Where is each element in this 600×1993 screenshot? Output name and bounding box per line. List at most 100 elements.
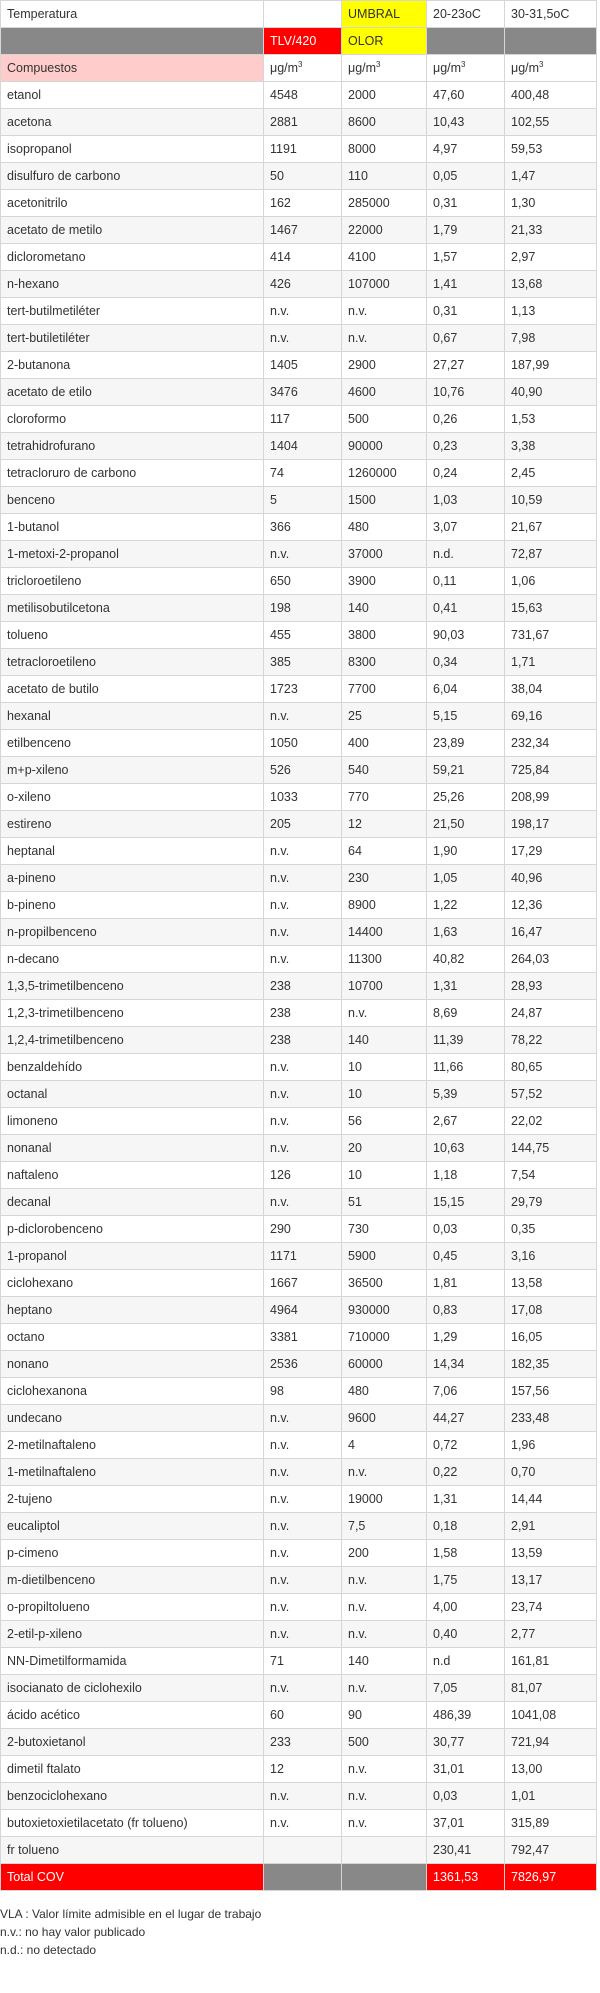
table-cell: 10,43 — [426, 108, 505, 136]
table-cell: 13,00 — [504, 1755, 597, 1783]
table-cell: n.v. — [263, 1431, 342, 1459]
table-cell: 40,82 — [426, 945, 505, 973]
table-cell: 3381 — [263, 1323, 342, 1351]
table-cell: 238 — [263, 1026, 342, 1054]
table-cell: 290 — [263, 1215, 342, 1243]
table-cell: 1,57 — [426, 243, 505, 271]
table-cell: cloroformo — [0, 405, 264, 433]
table-cell: 17,08 — [504, 1296, 597, 1324]
table-cell: 7,98 — [504, 324, 597, 352]
unit-sup: 3 — [376, 60, 381, 70]
table-cell: 930000 — [341, 1296, 427, 1324]
table-cell: 3900 — [341, 567, 427, 595]
table-cell: 0,05 — [426, 162, 505, 190]
table-cell: 1,18 — [426, 1161, 505, 1189]
table-cell: 0,45 — [426, 1242, 505, 1270]
footnote: VLA : Valor límite admisible en el lugar… — [0, 1907, 262, 1921]
table-cell: 0,03 — [426, 1782, 505, 1810]
table-cell: 1033 — [263, 783, 342, 811]
table-cell: n.v. — [263, 945, 342, 973]
table-cell: 414 — [263, 243, 342, 271]
table-cell: heptanal — [0, 837, 264, 865]
data-row: n-decano n.v. 11300 40,82 264,03 — [0, 945, 597, 973]
table-cell: 4,97 — [426, 135, 505, 163]
data-row: metilisobutilcetona 198 140 0,41 15,63 — [0, 594, 597, 622]
table-cell: 14,34 — [426, 1350, 505, 1378]
table-cell: limoneno — [0, 1107, 264, 1135]
table-cell: tert-butiletiléter — [0, 324, 264, 352]
table-cell: 80,65 — [504, 1053, 597, 1081]
units-row: Compuestos μg/m3 μg/m3 μg/m3 μg/m3 — [0, 54, 597, 82]
data-row: disulfuro de carbono 50 110 0,05 1,47 — [0, 162, 597, 190]
table-cell: 3800 — [341, 621, 427, 649]
data-row: n-hexano 426 107000 1,41 13,68 — [0, 270, 597, 298]
table-cell: 23,74 — [504, 1593, 597, 1621]
table-cell: 10,59 — [504, 486, 597, 514]
table-cell: 4548 — [263, 81, 342, 109]
table-cell: 71 — [263, 1647, 342, 1675]
data-row: isocianato de ciclohexilo n.v. n.v. 7,05 81,… — [0, 1674, 597, 1702]
table-cell: n.v. — [263, 1539, 342, 1567]
table-cell: 13,68 — [504, 270, 597, 298]
table-cell: 56 — [341, 1107, 427, 1135]
table-cell: hexanal — [0, 702, 264, 730]
table-cell: 0,22 — [426, 1458, 505, 1486]
table-cell: 51 — [341, 1188, 427, 1216]
table-cell: etilbenceno — [0, 729, 264, 757]
table-cell: 1500 — [341, 486, 427, 514]
table-cell: Temperatura — [0, 0, 264, 28]
table-cell: n.v. — [341, 1593, 427, 1621]
unit-cell: μg/m3 — [504, 54, 597, 82]
header-row: TLV/420 OLOR — [0, 27, 597, 55]
table-cell: n.v. — [341, 1782, 427, 1810]
data-row: undecano n.v. 9600 44,27 233,48 — [0, 1404, 597, 1432]
table-cell: 2,77 — [504, 1620, 597, 1648]
table-cell: n.v. — [263, 702, 342, 730]
data-row: estireno 205 12 21,50 198,17 — [0, 810, 597, 838]
table-cell: tricloroetileno — [0, 567, 264, 595]
table-cell: 526 — [263, 756, 342, 784]
table-cell: 13,17 — [504, 1566, 597, 1594]
table-cell: nonano — [0, 1350, 264, 1378]
table-cell: 2-butanona — [0, 351, 264, 379]
table-cell: 10,76 — [426, 378, 505, 406]
data-row: cloroformo 117 500 0,26 1,53 — [0, 405, 597, 433]
table-cell: 8600 — [341, 108, 427, 136]
table-cell: tolueno — [0, 621, 264, 649]
data-row: tricloroetileno 650 3900 0,11 1,06 — [0, 567, 597, 595]
table-cell: 455 — [263, 621, 342, 649]
table-cell: 1,41 — [426, 270, 505, 298]
data-row: 1,2,3-trimetilbenceno 238 n.v. 8,69 24,87 — [0, 999, 597, 1027]
table-cell: 1,75 — [426, 1566, 505, 1594]
table-cell: 0,35 — [504, 1215, 597, 1243]
table-cell: 770 — [341, 783, 427, 811]
table-cell: n.v. — [263, 1782, 342, 1810]
table-cell: 650 — [263, 567, 342, 595]
compounds-table: Temperatura UMBRAL 20-23oC 30-31,5oC TLV/420… — [0, 0, 597, 1891]
data-row: p-diclorobenceno 290 730 0,03 0,35 — [0, 1215, 597, 1243]
table-cell: 3,38 — [504, 432, 597, 460]
table-cell: 44,27 — [426, 1404, 505, 1432]
table-cell: n.v. — [263, 297, 342, 325]
table-cell: isopropanol — [0, 135, 264, 163]
table-cell: 78,22 — [504, 1026, 597, 1054]
table-cell: 7700 — [341, 675, 427, 703]
table-cell: a-pineno — [0, 864, 264, 892]
data-row: 2-butanona 1405 2900 27,27 187,99 — [0, 351, 597, 379]
data-row: dimetil ftalato 12 n.v. 31,01 13,00 — [0, 1755, 597, 1783]
table-cell: 0,26 — [426, 405, 505, 433]
table-cell: 0,41 — [426, 594, 505, 622]
data-row: o-xileno 1033 770 25,26 208,99 — [0, 783, 597, 811]
table-cell: 2,67 — [426, 1107, 505, 1135]
table-cell: 1,01 — [504, 1782, 597, 1810]
unit-cell: μg/m3 — [341, 54, 427, 82]
unit-sup: 3 — [298, 60, 303, 70]
table-cell: 10 — [341, 1080, 427, 1108]
table-cell: 60000 — [341, 1350, 427, 1378]
table-cell: 7,05 — [426, 1674, 505, 1702]
table-cell: 2881 — [263, 108, 342, 136]
table-cell: 1260000 — [341, 459, 427, 487]
table-cell: benzaldehído — [0, 1053, 264, 1081]
table-cell: n.d — [426, 1647, 505, 1675]
